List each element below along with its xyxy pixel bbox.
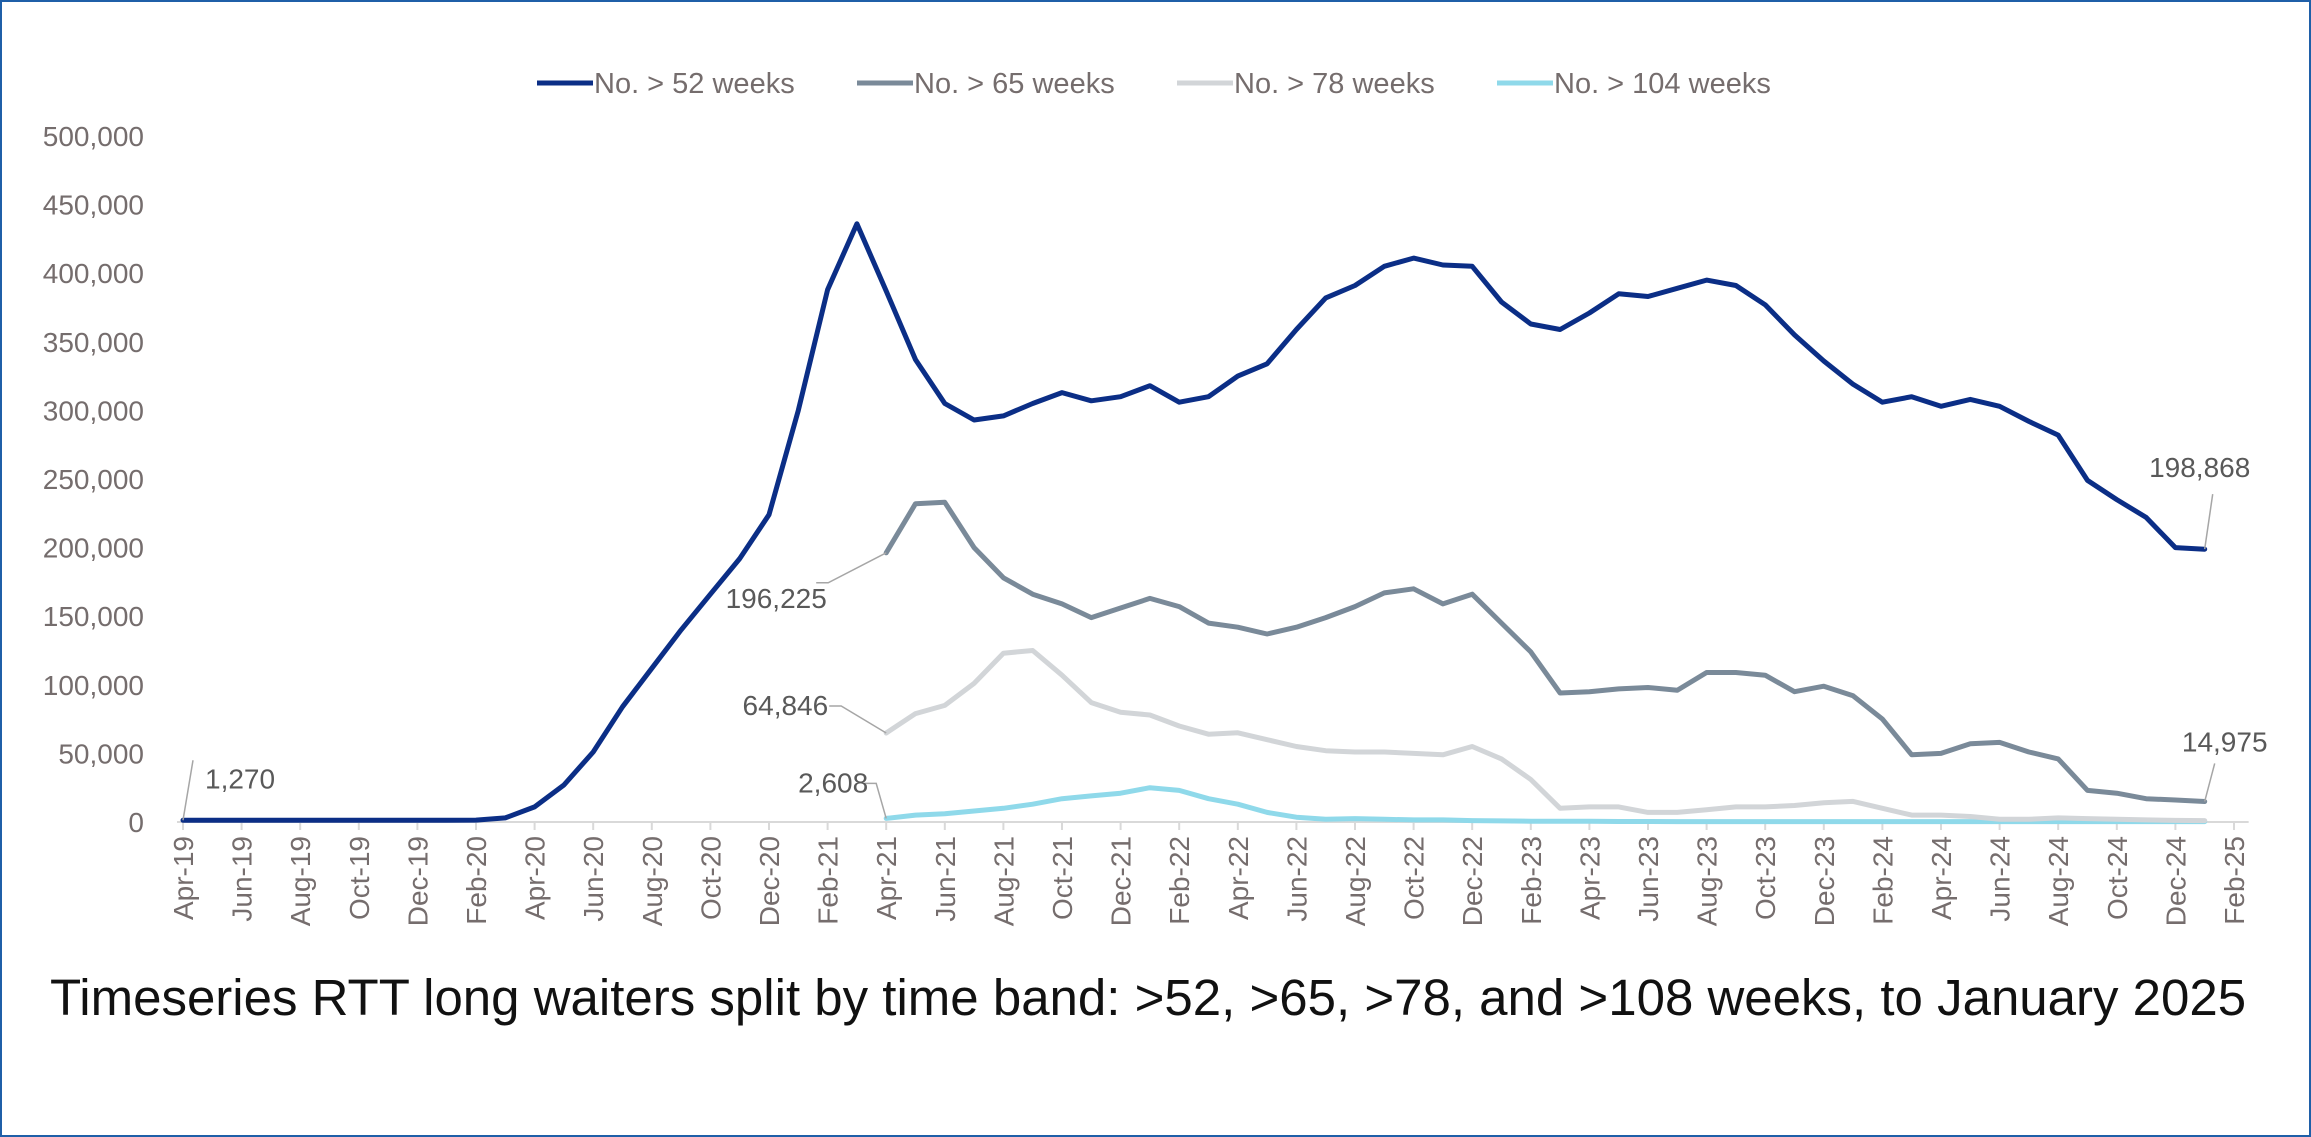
data-label: 1,270 bbox=[205, 763, 275, 794]
annotation-leader bbox=[182, 760, 194, 821]
x-tick-label: Aug-20 bbox=[637, 836, 668, 926]
x-tick-label: Aug-23 bbox=[1692, 836, 1723, 926]
legend-label-no-52-weeks: No. > 52 weeks bbox=[594, 68, 795, 100]
legend-label-no-78-weeks: No. > 78 weeks bbox=[1234, 68, 1435, 100]
x-tick-label: Apr-22 bbox=[1223, 836, 1254, 920]
y-tick-label: 500,000 bbox=[43, 121, 144, 152]
x-tick-label: Jun-21 bbox=[930, 836, 961, 922]
y-tick-label: 0 bbox=[128, 807, 144, 838]
x-tick-label: Oct-24 bbox=[2102, 836, 2133, 920]
x-tick-label: Aug-19 bbox=[285, 836, 316, 926]
y-tick-label: 300,000 bbox=[43, 395, 144, 426]
x-tick-label: Jun-23 bbox=[1633, 836, 1664, 922]
data-label: 64,846 bbox=[743, 690, 829, 721]
legend-label-no-104-weeks: No. > 104 weeks bbox=[1554, 68, 1771, 100]
x-tick-label: Aug-22 bbox=[1340, 836, 1371, 926]
data-labels: 1,270 198,868 196,225 14,975 64,846 2,608 bbox=[182, 452, 2268, 821]
x-tick-label: Dec-22 bbox=[1457, 836, 1488, 926]
y-tick-label: 350,000 bbox=[43, 327, 144, 358]
data-label: 198,868 bbox=[2149, 452, 2250, 483]
series-line-no-104-weeks bbox=[883, 785, 2208, 825]
data-label: 14,975 bbox=[2182, 726, 2268, 757]
x-tick-label: Oct-21 bbox=[1047, 836, 1078, 920]
series-line-no-65-weeks bbox=[883, 499, 2208, 804]
x-tick-label: Jun-20 bbox=[578, 836, 609, 922]
x-tick-label: Oct-22 bbox=[1399, 836, 1430, 920]
x-tick-label: Feb-23 bbox=[1516, 836, 1547, 925]
x-tick-label: Dec-23 bbox=[1809, 836, 1840, 926]
y-tick-label: 250,000 bbox=[43, 464, 144, 495]
x-tick-label: Aug-24 bbox=[2043, 836, 2074, 926]
y-tick-label: 150,000 bbox=[43, 601, 144, 632]
annotation-leader bbox=[864, 782, 887, 819]
annotation-leader bbox=[816, 552, 887, 584]
x-tick-label: Feb-21 bbox=[813, 836, 844, 925]
y-tick-label: 50,000 bbox=[58, 738, 144, 769]
x-tick-label: Apr-24 bbox=[1926, 836, 1957, 920]
x-tick-label: Dec-20 bbox=[754, 836, 785, 926]
x-tick-label: Feb-24 bbox=[1867, 836, 1898, 925]
x-tick-label: Feb-20 bbox=[461, 836, 492, 925]
y-tick-label: 400,000 bbox=[43, 258, 144, 289]
x-tick-label: Aug-21 bbox=[988, 836, 1019, 926]
x-tick-label: Dec-24 bbox=[2160, 836, 2191, 926]
series-lines bbox=[180, 221, 2208, 825]
annotation-leader bbox=[829, 705, 887, 734]
x-tick-label: Apr-21 bbox=[871, 836, 902, 920]
chart-caption: Timeseries RTT long waiters split by tim… bbox=[50, 969, 2247, 1026]
y-axis: 0 50,000 100,000 150,000 200,000 250,000 300,0… bbox=[43, 121, 144, 838]
series-line-no-78-weeks bbox=[883, 648, 2208, 824]
y-tick-label: 200,000 bbox=[43, 533, 144, 564]
x-tick-label: Oct-19 bbox=[344, 836, 375, 920]
x-tick-label: Dec-21 bbox=[1106, 836, 1137, 926]
annotation-leader bbox=[2203, 763, 2216, 802]
annotation-leader bbox=[2203, 494, 2214, 550]
x-tick-label: Jun-22 bbox=[1281, 836, 1312, 922]
x-tick-label: Oct-20 bbox=[695, 836, 726, 920]
x-axis: Apr-19 Jun-19 Aug-19 Oct-19 Dec-19 Feb-20 Apr-… bbox=[168, 821, 2250, 926]
x-tick-label: Apr-20 bbox=[520, 836, 551, 920]
x-tick-label: Apr-19 bbox=[168, 836, 199, 920]
chart-legend: No. > 52 weeks No. > 65 weeks No. > 78 wee… bbox=[537, 68, 1771, 100]
y-tick-label: 100,000 bbox=[43, 670, 144, 701]
data-label: 196,225 bbox=[726, 583, 827, 614]
data-label: 2,608 bbox=[798, 767, 868, 798]
x-tick-label: Oct-23 bbox=[1750, 836, 1781, 920]
x-tick-label: Jun-19 bbox=[227, 836, 258, 922]
series-line-no-52-weeks bbox=[180, 221, 2208, 823]
legend-label-no-65-weeks: No. > 65 weeks bbox=[914, 68, 1115, 100]
x-tick-label: Jun-24 bbox=[1985, 836, 2016, 922]
x-tick-label: Feb-22 bbox=[1164, 836, 1195, 925]
y-tick-label: 450,000 bbox=[43, 190, 144, 221]
line-chart: No. > 52 weeks No. > 65 weeks No. > 78 wee… bbox=[43, 68, 2268, 926]
x-tick-label: Feb-25 bbox=[2219, 836, 2250, 925]
x-tick-label: Apr-23 bbox=[1574, 836, 1605, 920]
x-tick-label: Dec-19 bbox=[402, 836, 433, 926]
